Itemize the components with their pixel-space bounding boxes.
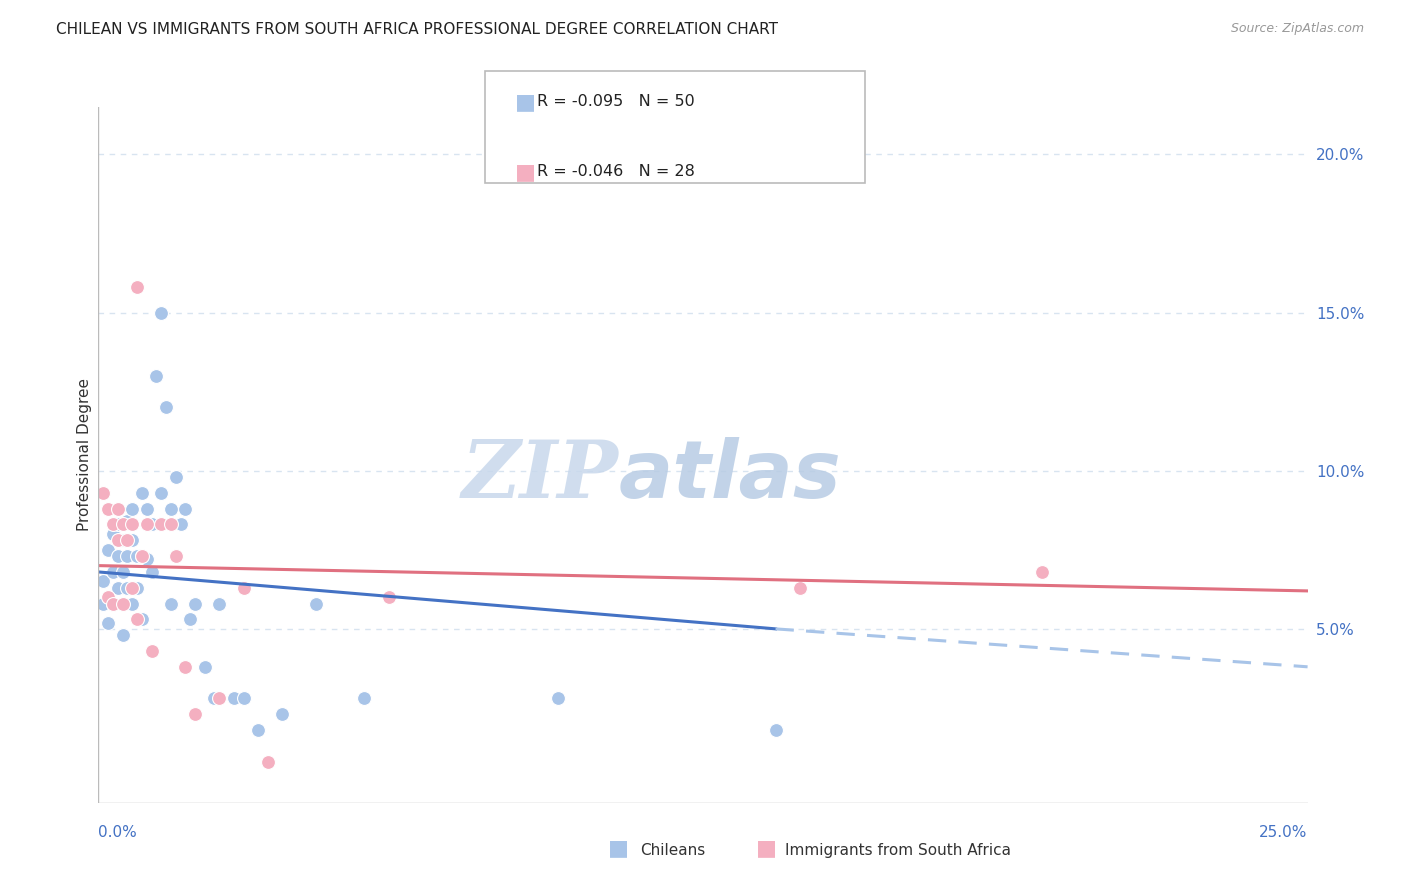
Point: [121, 597, 143, 611]
Point: [121, 517, 143, 532]
Point: [97, 542, 120, 557]
Point: [121, 501, 143, 516]
Point: [111, 628, 134, 642]
Point: [184, 597, 207, 611]
Point: [111, 517, 134, 532]
Point: [127, 280, 149, 294]
Point: [117, 533, 139, 548]
Point: [135, 501, 157, 516]
Point: [208, 691, 231, 706]
Point: [111, 533, 134, 548]
Point: [271, 707, 294, 722]
Point: [101, 597, 124, 611]
Point: [1031, 565, 1053, 579]
Point: [174, 660, 197, 674]
Y-axis label: Professional Degree: Professional Degree: [77, 378, 91, 532]
Point: [101, 597, 124, 611]
Point: [135, 552, 157, 566]
Point: [117, 514, 139, 528]
Point: [184, 707, 207, 722]
Point: [160, 501, 183, 516]
Point: [111, 565, 134, 579]
Point: [208, 597, 231, 611]
Point: [547, 691, 569, 706]
Text: ■: ■: [515, 162, 536, 182]
Point: [131, 549, 153, 563]
Point: [131, 612, 153, 626]
Text: ZIP: ZIP: [461, 437, 619, 515]
Point: [305, 597, 328, 611]
Point: [121, 581, 143, 595]
Text: ■: ■: [515, 92, 536, 112]
Point: [107, 581, 129, 595]
Text: CHILEAN VS IMMIGRANTS FROM SOUTH AFRICA PROFESSIONAL DEGREE CORRELATION CHART: CHILEAN VS IMMIGRANTS FROM SOUTH AFRICA …: [56, 22, 779, 37]
Point: [97, 501, 120, 516]
Point: [101, 517, 124, 532]
Point: [150, 486, 173, 500]
Point: [97, 591, 120, 605]
Point: [107, 501, 129, 516]
Point: [135, 517, 157, 532]
Point: [141, 644, 163, 658]
Text: R = -0.095   N = 50: R = -0.095 N = 50: [537, 94, 695, 109]
Point: [101, 527, 124, 541]
Text: Chileans: Chileans: [640, 843, 704, 858]
Point: [131, 549, 153, 563]
Point: [150, 305, 173, 319]
Point: [141, 565, 163, 579]
Point: [101, 565, 124, 579]
Point: [150, 517, 173, 532]
Point: [789, 581, 811, 595]
Point: [765, 723, 787, 737]
Point: [141, 517, 163, 532]
Point: [107, 533, 129, 548]
Text: Source: ZipAtlas.com: Source: ZipAtlas.com: [1230, 22, 1364, 36]
Point: [222, 691, 245, 706]
Point: [247, 723, 270, 737]
Point: [256, 755, 278, 769]
Point: [353, 691, 375, 706]
Point: [117, 549, 139, 563]
Point: [127, 612, 149, 626]
Point: [377, 591, 399, 605]
Text: atlas: atlas: [619, 437, 841, 515]
Point: [111, 597, 134, 611]
Point: [91, 574, 114, 589]
Point: [179, 612, 201, 626]
Text: ■: ■: [609, 838, 628, 858]
Point: [91, 597, 114, 611]
Point: [165, 549, 187, 563]
Point: [232, 691, 254, 706]
Text: 0.0%: 0.0%: [98, 825, 138, 840]
Point: [232, 581, 254, 595]
Point: [160, 597, 183, 611]
Text: Immigrants from South Africa: Immigrants from South Africa: [785, 843, 1011, 858]
Point: [145, 368, 167, 383]
Point: [169, 517, 191, 532]
Point: [131, 486, 153, 500]
Point: [174, 501, 197, 516]
Point: [160, 517, 183, 532]
Point: [91, 486, 114, 500]
Point: [117, 581, 139, 595]
Text: 25.0%: 25.0%: [1260, 825, 1308, 840]
Point: [204, 691, 226, 706]
Point: [155, 401, 177, 415]
Point: [121, 533, 143, 548]
Point: [107, 549, 129, 563]
Text: R = -0.046   N = 28: R = -0.046 N = 28: [537, 164, 695, 179]
Point: [165, 470, 187, 484]
Point: [194, 660, 217, 674]
Point: [127, 549, 149, 563]
Point: [97, 615, 120, 630]
Point: [127, 581, 149, 595]
Point: [107, 517, 129, 532]
Text: ■: ■: [756, 838, 776, 858]
